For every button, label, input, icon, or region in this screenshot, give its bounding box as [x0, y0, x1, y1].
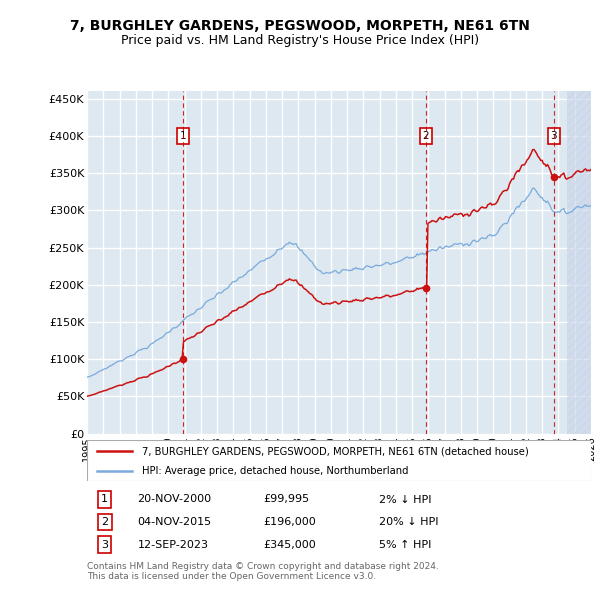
Text: 20-NOV-2000: 20-NOV-2000 — [137, 494, 212, 504]
Text: HPI: Average price, detached house, Northumberland: HPI: Average price, detached house, Nort… — [142, 466, 409, 476]
Text: Contains HM Land Registry data © Crown copyright and database right 2024.
This d: Contains HM Land Registry data © Crown c… — [87, 562, 439, 581]
Text: £345,000: £345,000 — [263, 540, 316, 550]
Text: 3: 3 — [550, 131, 557, 141]
Text: £99,995: £99,995 — [263, 494, 310, 504]
Text: 1: 1 — [101, 494, 108, 504]
Text: 5% ↑ HPI: 5% ↑ HPI — [379, 540, 431, 550]
Text: 12-SEP-2023: 12-SEP-2023 — [137, 540, 208, 550]
Bar — [566, 91, 591, 434]
Text: 1: 1 — [179, 131, 186, 141]
Text: £196,000: £196,000 — [263, 517, 316, 527]
Text: 20% ↓ HPI: 20% ↓ HPI — [379, 517, 439, 527]
Text: 2: 2 — [422, 131, 429, 141]
Text: 2: 2 — [101, 517, 108, 527]
Text: 04-NOV-2015: 04-NOV-2015 — [137, 517, 212, 527]
Text: 3: 3 — [101, 540, 108, 550]
FancyBboxPatch shape — [87, 440, 591, 481]
Text: 2% ↓ HPI: 2% ↓ HPI — [379, 494, 432, 504]
Text: 7, BURGHLEY GARDENS, PEGSWOOD, MORPETH, NE61 6TN: 7, BURGHLEY GARDENS, PEGSWOOD, MORPETH, … — [70, 19, 530, 33]
Text: 7, BURGHLEY GARDENS, PEGSWOOD, MORPETH, NE61 6TN (detached house): 7, BURGHLEY GARDENS, PEGSWOOD, MORPETH, … — [142, 446, 529, 456]
Text: Price paid vs. HM Land Registry's House Price Index (HPI): Price paid vs. HM Land Registry's House … — [121, 34, 479, 47]
